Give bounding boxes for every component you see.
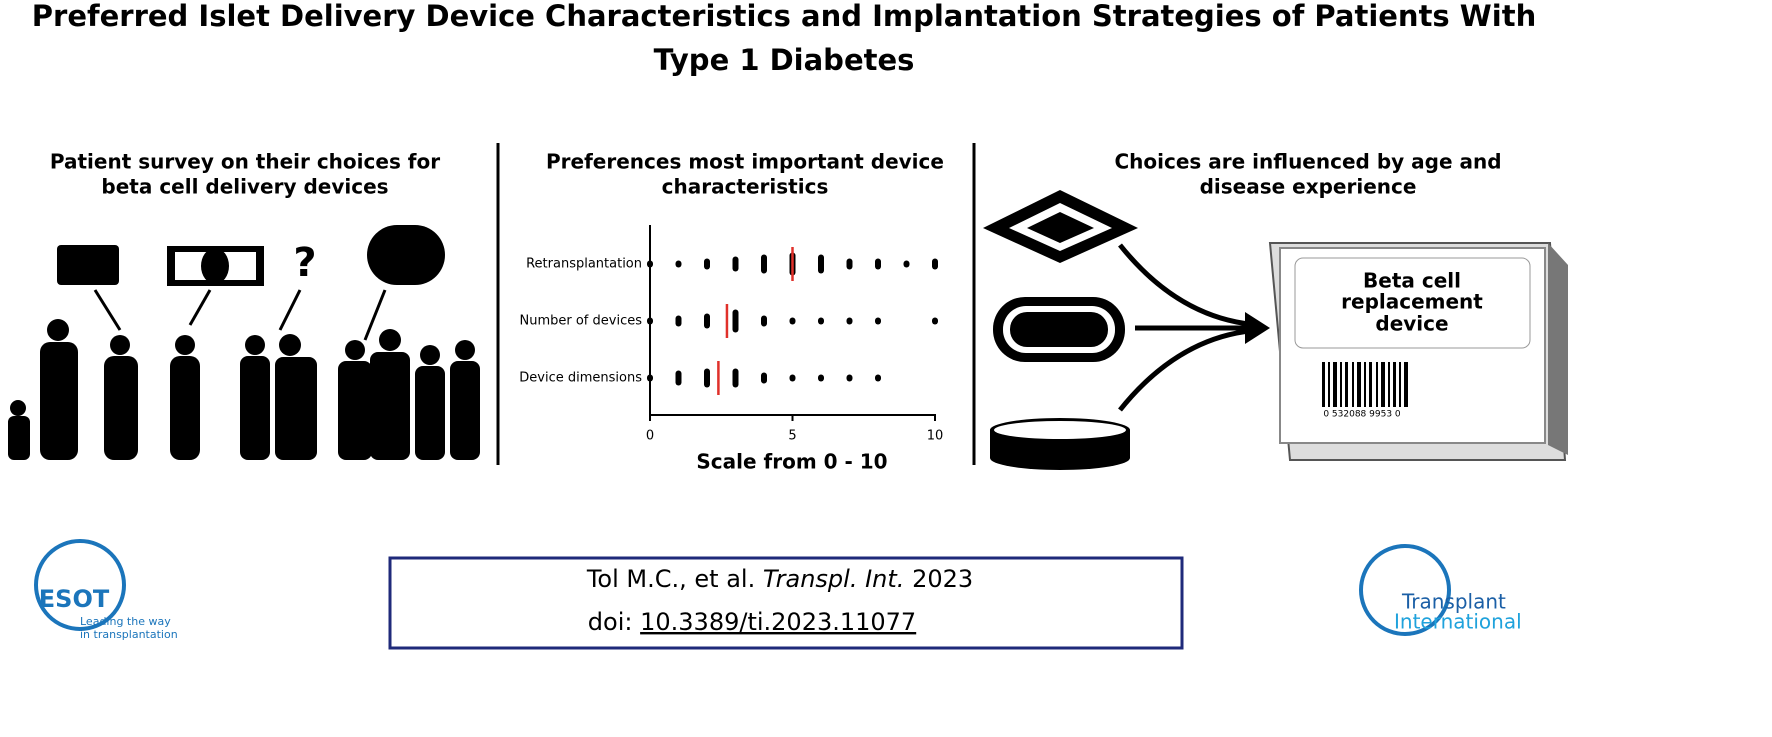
dot-chart: 0 5 10 Retransplantation Number of devices De… [519, 247, 943, 444]
people-illustration [8, 225, 480, 460]
dot [704, 368, 710, 388]
citation: Tol M.C., et al. Transpl. Int. 2023 [586, 565, 973, 593]
panel-heading: Choices are influenced by age and [1114, 150, 1501, 174]
dot [903, 260, 910, 268]
x-tick-label: 5 [788, 429, 796, 444]
dot [647, 317, 653, 325]
doi-link[interactable]: 10.3389/ti.2023.11077 [640, 608, 916, 636]
dot [647, 374, 653, 382]
dot [732, 309, 739, 333]
ti-logo [1359, 544, 1451, 636]
dot [647, 260, 653, 268]
row-label: Retransplantation [526, 257, 642, 272]
authors: Tol M.C., et al. [586, 565, 755, 593]
year: 2023 [912, 565, 973, 593]
dot [875, 374, 881, 382]
dot [704, 313, 710, 329]
dot [732, 368, 739, 388]
barcode-number: 0 532088 9953 0 [1323, 410, 1401, 420]
dot [875, 317, 881, 325]
dot [675, 315, 682, 327]
dot [761, 372, 767, 384]
dot [932, 258, 938, 270]
x-tick-label: 10 [927, 429, 944, 444]
panel-heading: characteristics [662, 175, 829, 199]
dot [846, 317, 853, 325]
panel-heading: Preferences most important device [546, 150, 944, 174]
row-label: Number of devices [520, 314, 643, 329]
dot [818, 254, 824, 274]
x-axis-label: Scale from 0 - 10 [696, 450, 887, 474]
dot [818, 374, 824, 382]
journal: Transpl. Int. [763, 565, 905, 593]
dot [704, 258, 710, 270]
panel-heading: disease experience [1200, 175, 1417, 199]
dot [732, 256, 739, 272]
title: Preferred Islet Delivery Device Characte… [32, 0, 1536, 33]
doi-prefix: doi: [588, 608, 633, 636]
title: Type 1 Diabetes [654, 43, 915, 77]
box-label: device [1375, 312, 1448, 336]
dot [761, 315, 767, 327]
box-label: replacement [1341, 290, 1483, 314]
logo-text: Leading the way [80, 615, 171, 628]
doi: doi: 10.3389/ti.2023.11077 [588, 608, 916, 636]
dot [789, 374, 796, 382]
dot [789, 317, 796, 325]
device-shapes [983, 190, 1568, 470]
logo-text: International [1394, 610, 1522, 634]
citation-box [388, 556, 1184, 650]
panel-heading: Patient survey on their choices for [50, 150, 440, 174]
row-label: Device dimensions [519, 371, 642, 386]
x-tick-label: 0 [646, 429, 654, 444]
dot [846, 374, 853, 382]
dot [761, 254, 767, 274]
esot-logo [34, 539, 126, 631]
dot [846, 258, 853, 270]
logo-text: in transplantation [80, 628, 178, 641]
logo-text: Transplant [1401, 590, 1506, 614]
dot [675, 260, 682, 268]
question-mark: ? [293, 240, 316, 286]
box-label: Beta cell [1363, 269, 1461, 293]
dot [932, 317, 938, 325]
logo-text: ESOT [39, 585, 110, 613]
dot [818, 317, 824, 325]
dot [875, 258, 881, 270]
panel-heading: beta cell delivery devices [101, 175, 388, 199]
dot [675, 370, 682, 386]
